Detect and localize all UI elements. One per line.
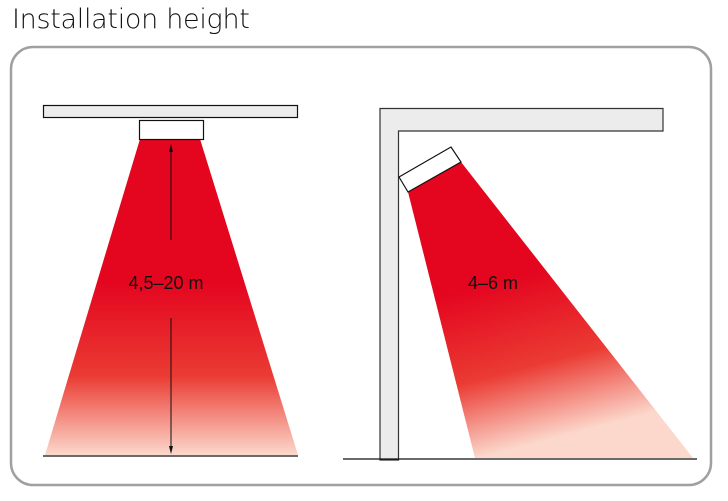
wall-and-ceiling — [379, 107, 664, 461]
height-label-right: 4–6 m — [468, 273, 518, 293]
wall-mount-diagram: 4–6 m — [343, 107, 697, 461]
heat-beam — [45, 139, 298, 455]
heat-beam — [408, 162, 693, 458]
arrow-head-down — [169, 446, 173, 454]
page-title: Installation height — [12, 4, 250, 35]
height-label-left: 4,5–20 m — [128, 273, 203, 293]
ceiling — [42, 104, 299, 119]
heater — [398, 146, 462, 193]
frame-border — [9, 45, 713, 487]
heater — [138, 119, 205, 141]
ceiling-mount-diagram: 4,5–20 m — [42, 104, 299, 457]
arrow-head-up — [169, 144, 173, 152]
